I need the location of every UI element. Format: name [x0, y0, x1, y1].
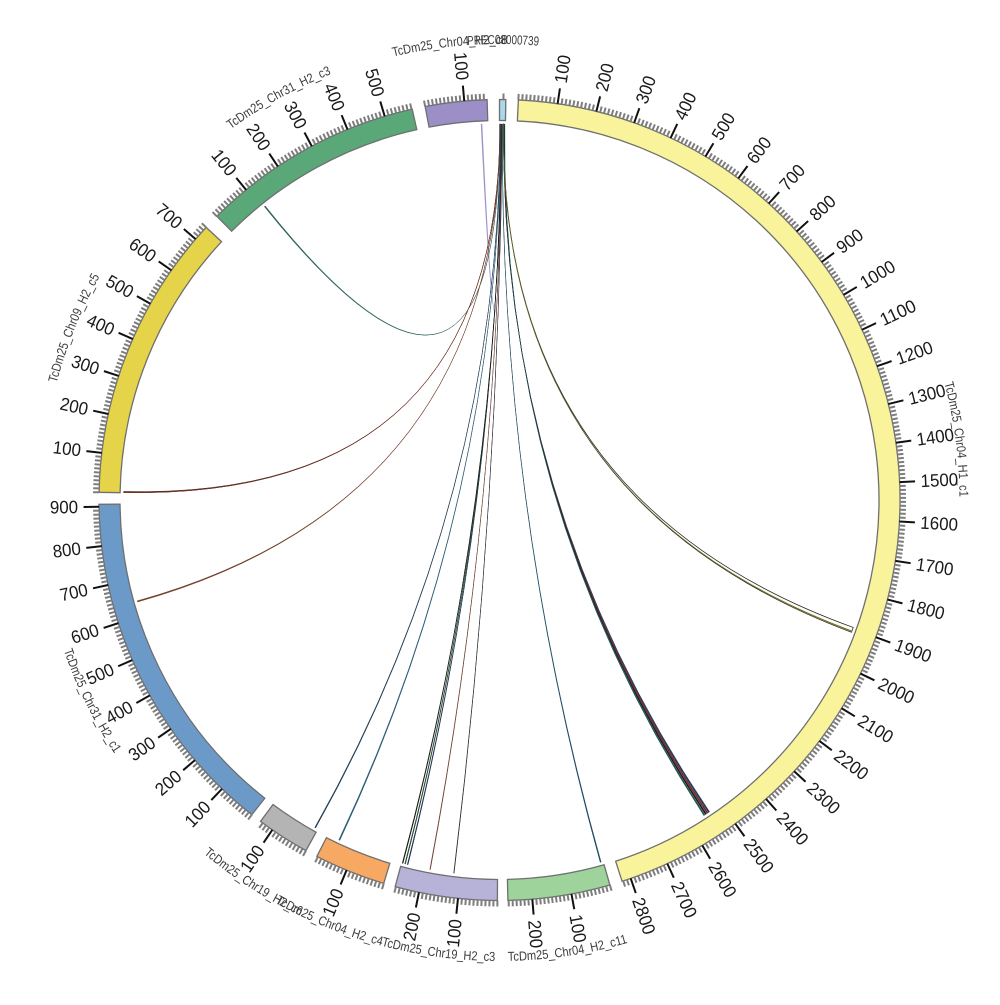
svg-text:PREC08000739: PREC08000739: [467, 32, 540, 49]
svg-text:100: 100: [551, 54, 575, 85]
svg-text:1500: 1500: [920, 469, 958, 491]
svg-text:900: 900: [50, 497, 79, 517]
svg-text:200: 200: [524, 919, 546, 949]
svg-text:1600: 1600: [920, 513, 959, 535]
svg-text:100: 100: [450, 51, 472, 81]
svg-text:100: 100: [565, 913, 590, 944]
svg-text:100: 100: [52, 437, 82, 460]
svg-text:800: 800: [52, 539, 82, 562]
svg-text:100: 100: [443, 918, 466, 948]
